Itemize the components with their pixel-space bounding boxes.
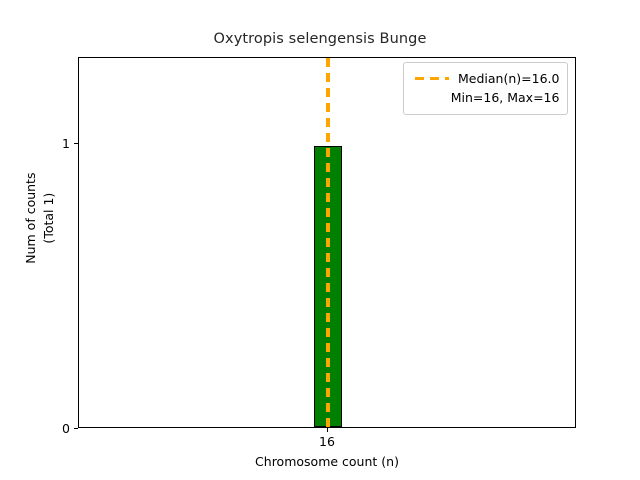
median-line — [326, 58, 330, 427]
dashed-line-icon — [415, 76, 449, 81]
legend-swatch-cell — [412, 76, 452, 81]
plot-inner — [79, 58, 575, 427]
ytick-label-1: 1 — [62, 136, 70, 151]
ytick-mark-0 — [74, 428, 78, 429]
legend-item-minmax: Min=16, Max=16 — [412, 88, 560, 107]
y-axis-label: Num of counts (Total 1) — [22, 68, 58, 368]
legend-label-median: Median(n)=16.0 — [458, 71, 560, 86]
xtick-label-16: 16 — [319, 434, 335, 449]
y-axis-label-line1: Num of counts — [22, 172, 38, 264]
plot-area — [78, 57, 576, 428]
y-axis-label-line2: (Total 1) — [41, 192, 56, 244]
legend: Median(n)=16.0 Min=16, Max=16 — [403, 62, 569, 115]
ytick-label-0: 0 — [62, 421, 70, 436]
chart-title: Oxytropis selengensis Bunge — [213, 31, 427, 47]
legend-item-median: Median(n)=16.0 — [412, 69, 559, 88]
x-axis-label: Chromosome count (n) — [255, 454, 399, 469]
ytick-mark-1 — [74, 143, 78, 144]
legend-label-minmax: Min=16, Max=16 — [450, 90, 560, 105]
xtick-mark-16 — [327, 428, 328, 432]
